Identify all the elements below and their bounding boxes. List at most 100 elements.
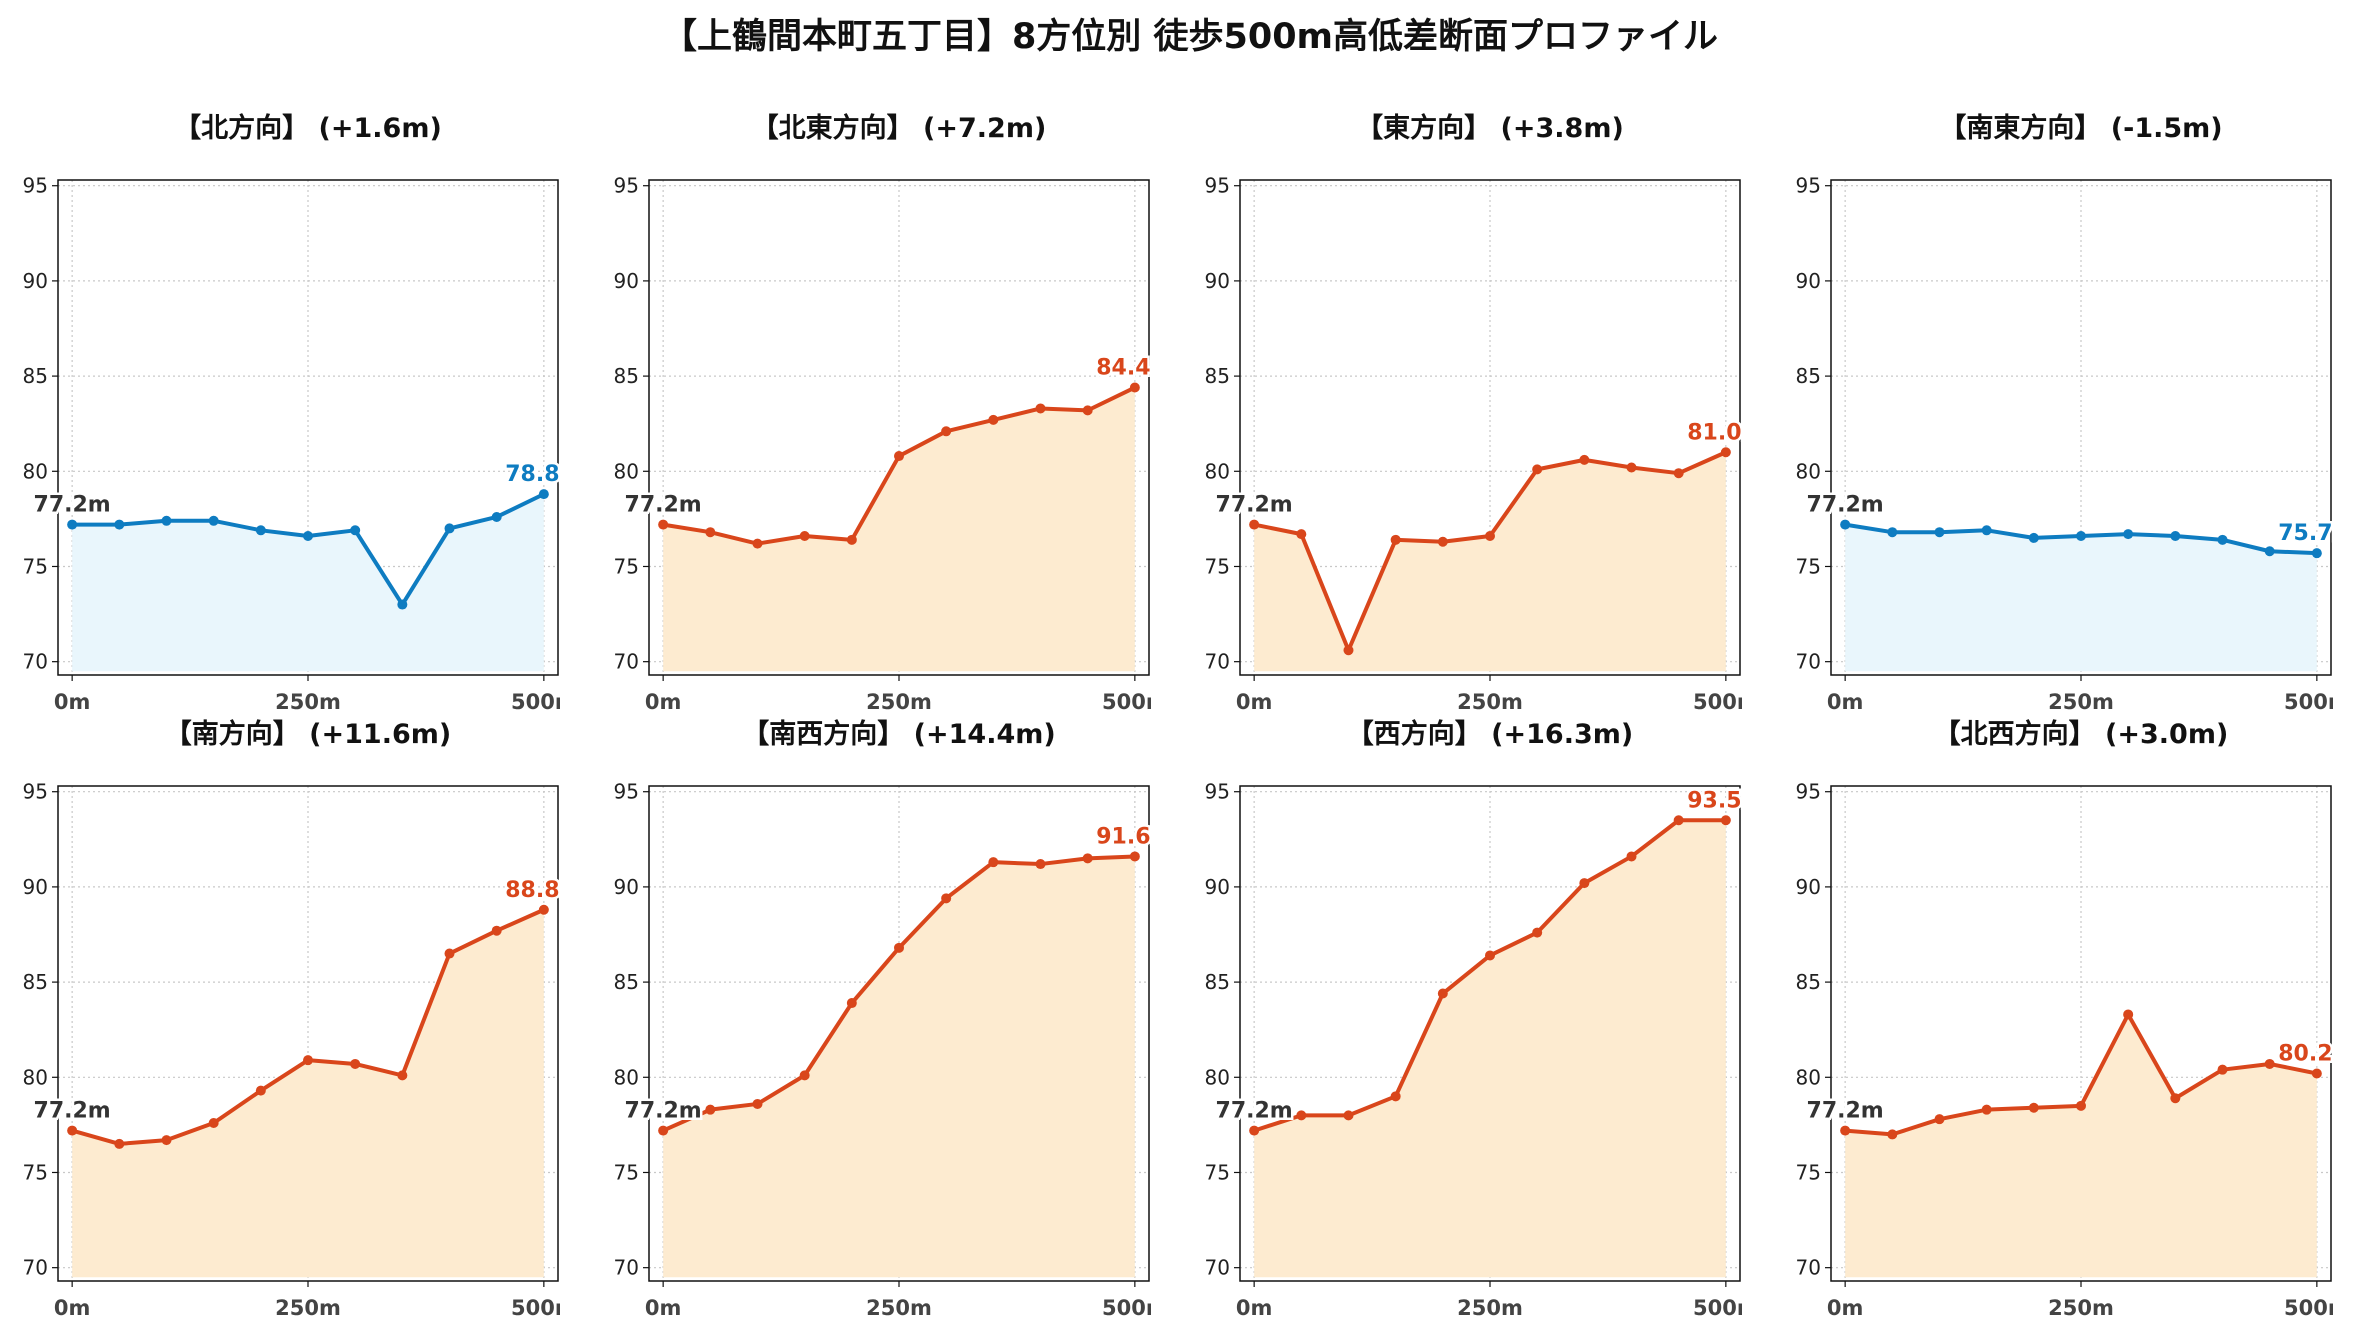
y-tick-label: 95 bbox=[614, 780, 639, 804]
data-point bbox=[1532, 927, 1543, 938]
data-point bbox=[161, 515, 172, 526]
panel-northwest: 【北西方向】 (+3.0m) 70 75 80 85 90 95 0m 250m 500m 77.… bbox=[1773, 712, 2333, 1336]
data-point bbox=[1934, 527, 1945, 538]
data-point bbox=[705, 527, 716, 538]
data-point bbox=[1296, 529, 1307, 540]
y-tick-label: 70 bbox=[23, 1256, 48, 1280]
data-point bbox=[397, 599, 408, 610]
panel-title: 【東方向】 (+3.8m) bbox=[1356, 113, 1624, 144]
x-tick-label: 0m bbox=[54, 1296, 91, 1320]
data-point bbox=[1579, 878, 1590, 889]
panel-west: 【西方向】 (+16.3m) 70 75 80 85 90 95 0m 250m 500m 77.… bbox=[1182, 712, 1742, 1336]
x-tick-label: 250m bbox=[866, 1296, 932, 1320]
panel-north: 【北方向】 (+1.6m) 70 75 80 85 90 95 0m 250m 500m 77.2… bbox=[0, 106, 560, 730]
data-point bbox=[444, 523, 455, 534]
x-tick-label: 500m bbox=[1102, 1296, 1151, 1320]
y-tick-label: 95 bbox=[1205, 174, 1230, 198]
data-point bbox=[491, 925, 502, 936]
x-tick-label: 500m bbox=[1693, 1296, 1742, 1320]
x-tick-label: 250m bbox=[1457, 1296, 1523, 1320]
x-tick-label: 0m bbox=[645, 690, 682, 714]
data-point bbox=[752, 538, 763, 549]
x-tick-label: 0m bbox=[1827, 690, 1864, 714]
data-point bbox=[1249, 1125, 1260, 1136]
y-tick-label: 80 bbox=[1205, 459, 1230, 483]
y-tick-label: 70 bbox=[1205, 1256, 1230, 1280]
data-point bbox=[658, 1125, 669, 1136]
end-elevation-label: 84.4m bbox=[1096, 356, 1151, 381]
data-point bbox=[1035, 403, 1046, 414]
y-tick-label: 75 bbox=[23, 1160, 48, 1184]
profile-plot-west: 70 75 80 85 90 95 0m 250m 500m 77.2m 93.5m bbox=[1205, 780, 1742, 1320]
data-point bbox=[303, 1055, 313, 1066]
y-tick-label: 80 bbox=[23, 459, 48, 483]
x-tick-label: 250m bbox=[275, 1296, 341, 1320]
start-elevation-label: 77.2m bbox=[625, 1099, 702, 1124]
data-point bbox=[846, 534, 857, 545]
panel-title: 【北東方向】 (+7.2m) bbox=[751, 113, 1047, 144]
y-tick-label: 90 bbox=[1796, 269, 1821, 293]
data-point bbox=[799, 1070, 810, 1081]
elevation-area bbox=[1845, 524, 2317, 672]
y-tick-label: 80 bbox=[1796, 459, 1821, 483]
y-tick-label: 90 bbox=[614, 269, 639, 293]
y-tick-label: 75 bbox=[1796, 1160, 1821, 1184]
end-elevation-label: 78.8m bbox=[505, 462, 560, 487]
data-point bbox=[114, 1138, 125, 1149]
y-tick-label: 95 bbox=[614, 174, 639, 198]
y-tick-label: 90 bbox=[23, 269, 48, 293]
data-point bbox=[799, 531, 810, 542]
x-tick-label: 0m bbox=[1827, 1296, 1864, 1320]
x-tick-label: 0m bbox=[54, 690, 91, 714]
y-tick-label: 70 bbox=[1796, 650, 1821, 674]
y-tick-label: 85 bbox=[23, 364, 48, 388]
data-point bbox=[894, 451, 904, 462]
data-point bbox=[1296, 1110, 1307, 1121]
panel-title: 【北方向】 (+1.6m) bbox=[174, 113, 442, 144]
end-elevation-label: 75.7m bbox=[2278, 521, 2333, 546]
x-tick-label: 0m bbox=[645, 1296, 682, 1320]
data-point bbox=[397, 1070, 408, 1081]
y-tick-label: 90 bbox=[1796, 875, 1821, 899]
y-tick-label: 75 bbox=[23, 554, 48, 578]
y-tick-label: 80 bbox=[1796, 1065, 1821, 1089]
data-point bbox=[941, 893, 952, 904]
y-tick-label: 70 bbox=[23, 650, 48, 674]
y-tick-label: 80 bbox=[614, 459, 639, 483]
x-tick-label: 500m bbox=[1102, 690, 1151, 714]
data-point bbox=[255, 1085, 266, 1096]
data-point bbox=[705, 1104, 716, 1115]
x-tick-label: 250m bbox=[1457, 690, 1523, 714]
data-point bbox=[2311, 1068, 2322, 1079]
data-point bbox=[1579, 454, 1590, 465]
data-point bbox=[1887, 527, 1898, 538]
y-tick-label: 75 bbox=[1205, 554, 1230, 578]
data-point bbox=[1720, 815, 1731, 826]
data-point bbox=[1129, 382, 1140, 393]
elevation-area bbox=[663, 856, 1135, 1278]
data-point bbox=[1673, 468, 1684, 479]
x-tick-label: 0m bbox=[1236, 690, 1273, 714]
y-tick-label: 70 bbox=[1796, 1256, 1821, 1280]
y-tick-label: 90 bbox=[1205, 875, 1230, 899]
y-tick-label: 85 bbox=[1796, 970, 1821, 994]
start-elevation-label: 77.2m bbox=[1216, 1099, 1293, 1124]
data-point bbox=[1035, 859, 1046, 870]
panel-southwest: 【南西方向】 (+14.4m) 70 75 80 85 90 95 0m 250m 500m 77… bbox=[591, 712, 1151, 1336]
y-tick-label: 85 bbox=[614, 364, 639, 388]
elevation-area bbox=[1254, 452, 1726, 672]
start-elevation-label: 77.2m bbox=[625, 493, 702, 518]
data-point bbox=[2170, 531, 2181, 542]
data-point bbox=[2311, 548, 2322, 559]
data-point bbox=[2264, 546, 2275, 557]
x-tick-label: 500m bbox=[1693, 690, 1742, 714]
data-point bbox=[255, 525, 266, 536]
y-tick-label: 80 bbox=[23, 1065, 48, 1089]
x-tick-label: 250m bbox=[2048, 690, 2114, 714]
data-point bbox=[1082, 853, 1093, 864]
data-point bbox=[538, 489, 549, 500]
data-point bbox=[1720, 447, 1731, 458]
data-point bbox=[1934, 1114, 1945, 1125]
data-point bbox=[2217, 1064, 2228, 1075]
